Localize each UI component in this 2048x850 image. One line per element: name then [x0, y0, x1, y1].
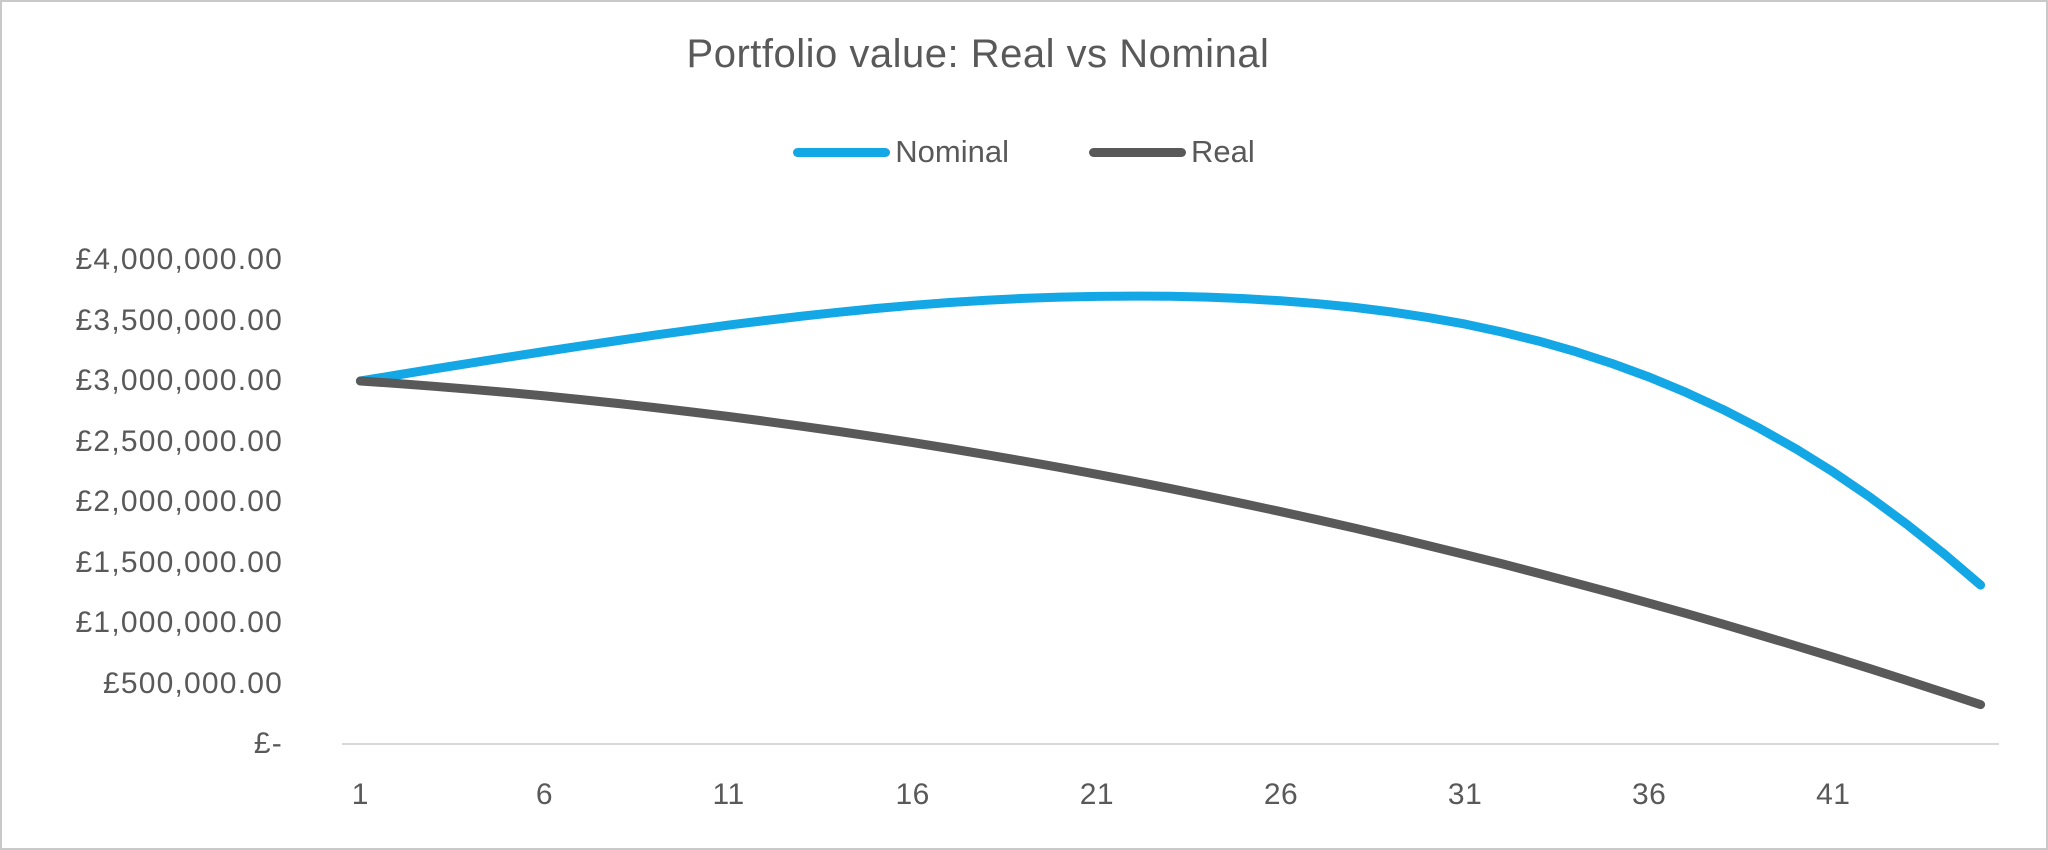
x-tick-label: 26	[1263, 778, 1299, 811]
legend-label-real: Real	[1190, 134, 1255, 169]
real-series-line	[355, 376, 1986, 710]
nominal-series-line	[355, 291, 1986, 590]
nominal-series-marker	[793, 147, 891, 157]
x-tick-label: 11	[712, 778, 745, 811]
x-tick-label: 31	[1447, 778, 1483, 811]
legend-item-nominal: Nominal	[793, 134, 1009, 170]
y-tick-label: £500,000.00	[102, 666, 283, 700]
y-tick-label: £3,500,000.00	[75, 303, 283, 337]
y-tick-label: £1,500,000.00	[75, 545, 283, 579]
x-tick-label: 21	[1079, 778, 1115, 811]
y-tick-label: £3,000,000.00	[75, 364, 283, 397]
y-tick-label: £2,000,000.00	[75, 485, 283, 518]
x-tick-label: 6	[535, 778, 554, 811]
legend-label-nominal: Nominal	[895, 134, 1009, 169]
y-tick-label: £2,500,000.00	[75, 424, 283, 458]
chart-title: Portfolio value: Real vs Nominal	[686, 32, 1270, 76]
real-series-marker	[1088, 147, 1186, 157]
x-tick-label: 41	[1816, 778, 1851, 811]
y-tick-label: £4,000,000.00	[75, 243, 283, 276]
y-tick-label: £-	[253, 727, 283, 760]
x-tick-label: 36	[1632, 778, 1667, 811]
legend-item-real: Real	[1088, 134, 1255, 170]
x-tick-label: 1	[351, 778, 369, 811]
x-tick-label: 16	[895, 778, 930, 811]
chart-legend: Nominal Real	[2, 134, 2046, 170]
y-tick-label: £1,000,000.00	[75, 606, 283, 639]
